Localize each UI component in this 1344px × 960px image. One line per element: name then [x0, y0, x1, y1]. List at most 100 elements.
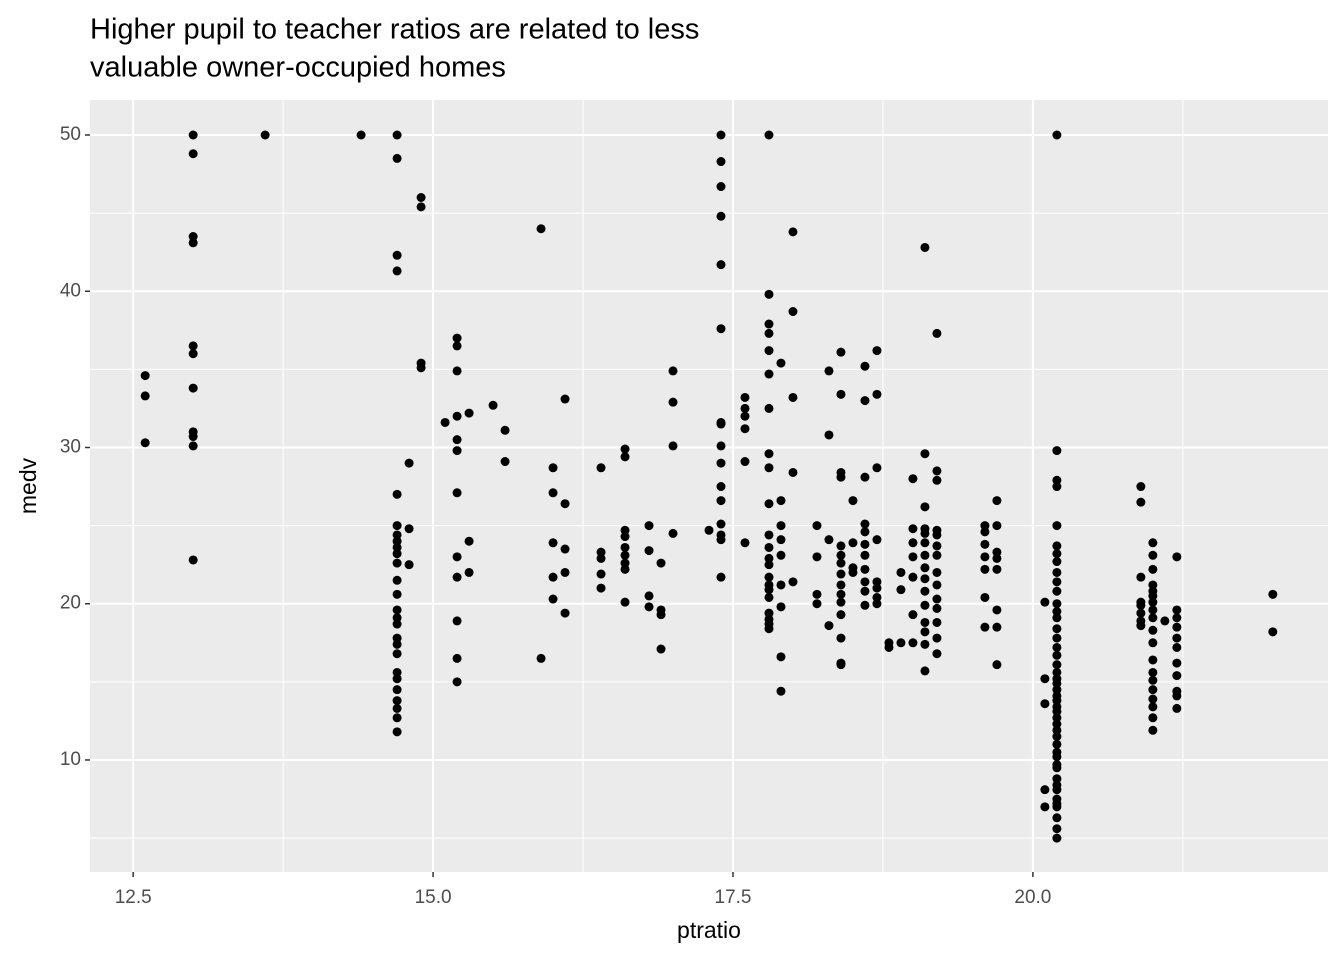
point: [1148, 675, 1158, 685]
point: [1052, 642, 1062, 652]
point: [452, 446, 462, 456]
point: [1148, 591, 1158, 601]
point: [932, 530, 942, 540]
point: [776, 521, 786, 531]
point: [1148, 638, 1158, 648]
point: [644, 602, 654, 612]
point: [668, 528, 678, 538]
point: [1148, 713, 1158, 723]
point: [392, 667, 402, 677]
point: [644, 591, 654, 601]
point: [392, 649, 402, 659]
point: [1148, 580, 1158, 590]
y-tick-label: 40: [60, 280, 81, 301]
point: [404, 524, 414, 534]
point: [788, 392, 798, 402]
x-tick-label: 17.5: [715, 887, 752, 908]
point: [188, 555, 198, 565]
point: [740, 457, 750, 467]
point: [1148, 702, 1158, 712]
point: [392, 489, 402, 499]
point: [488, 400, 498, 410]
point: [716, 496, 726, 506]
point: [920, 574, 930, 584]
point: [392, 613, 402, 623]
point: [1172, 671, 1182, 681]
point: [656, 644, 666, 654]
point: [536, 653, 546, 663]
point: [932, 466, 942, 476]
point: [716, 324, 726, 334]
point: [1052, 577, 1062, 587]
point: [548, 538, 558, 548]
y-tick-label: 20: [60, 593, 81, 614]
point: [860, 472, 870, 482]
point: [992, 553, 1002, 563]
point: [716, 419, 726, 429]
point: [1172, 552, 1182, 562]
point: [776, 535, 786, 545]
point: [548, 463, 558, 473]
point: [1040, 597, 1050, 607]
point: [860, 361, 870, 371]
point: [392, 266, 402, 276]
point: [620, 597, 630, 607]
point: [392, 639, 402, 649]
point: [896, 567, 906, 577]
point: [776, 550, 786, 560]
x-axis-title: ptratio: [677, 917, 741, 943]
point: [464, 536, 474, 546]
point: [836, 347, 846, 357]
point: [992, 547, 1002, 557]
point: [452, 488, 462, 498]
point: [1136, 621, 1146, 631]
point: [1148, 550, 1158, 560]
point: [920, 502, 930, 512]
y-tick-label: 10: [60, 749, 81, 770]
point: [260, 130, 270, 140]
point: [812, 521, 822, 531]
point: [848, 567, 858, 577]
point: [1172, 642, 1182, 652]
point: [1052, 696, 1062, 706]
point: [188, 149, 198, 159]
point: [848, 538, 858, 548]
point: [716, 482, 726, 492]
point: [932, 475, 942, 485]
point: [908, 572, 918, 582]
point: [1136, 482, 1146, 492]
point: [920, 666, 930, 676]
y-tick-label: 30: [60, 437, 81, 458]
point: [560, 499, 570, 509]
point: [620, 550, 630, 560]
point: [872, 346, 882, 356]
point: [452, 677, 462, 687]
point: [932, 541, 942, 551]
point: [404, 560, 414, 570]
point: [932, 649, 942, 659]
point: [1172, 691, 1182, 701]
point: [1136, 600, 1146, 610]
point: [1052, 475, 1062, 485]
point: [836, 541, 846, 551]
point: [1052, 725, 1062, 735]
point: [1052, 521, 1062, 531]
point: [920, 550, 930, 560]
point: [1040, 699, 1050, 709]
point: [920, 600, 930, 610]
point: [716, 211, 726, 221]
point: [1052, 633, 1062, 643]
point: [980, 592, 990, 602]
point: [1148, 605, 1158, 615]
point: [392, 619, 402, 629]
y-tick-label: 50: [60, 124, 81, 145]
point: [908, 474, 918, 484]
point: [620, 558, 630, 568]
point: [776, 602, 786, 612]
point: [452, 366, 462, 376]
point: [464, 567, 474, 577]
point: [1040, 674, 1050, 684]
point: [920, 242, 930, 252]
point: [1172, 703, 1182, 713]
point: [872, 389, 882, 399]
